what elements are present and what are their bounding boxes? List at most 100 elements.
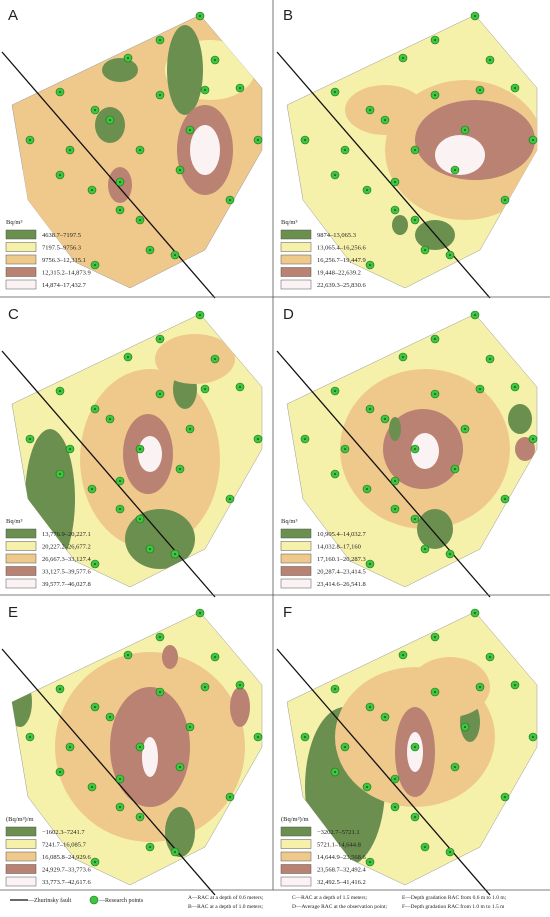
legend-label: 13,065.4–16,256.6 [317,245,367,252]
research-point-center [199,15,201,17]
research-point-center [489,656,491,658]
fault-label: —Zhurinsky fault [27,897,71,904]
panel-letter: A [8,7,18,24]
research-point-center [334,688,336,690]
research-point-center [257,438,259,440]
zone [345,85,425,135]
research-point-center [109,418,111,420]
zone [417,509,453,549]
research-point-center [504,498,506,500]
research-point-center [149,249,151,251]
note: B—RAC at a depth of 1.0 meters; [188,903,263,910]
research-point-center [514,386,516,388]
legend-swatch [280,229,312,240]
research-point-center [91,189,93,191]
research-point-center [394,181,396,183]
research-point-center [394,806,396,808]
zone [12,677,32,727]
legend-swatch [280,566,312,576]
zones [12,25,255,250]
legend-swatch [5,279,37,290]
footer-legend: —Zhurinsky fault —Research points A—RAC at… [10,894,507,910]
zone [411,433,439,469]
zone [142,737,158,777]
research-point-center [532,139,534,141]
research-point-center [424,846,426,848]
research-point-center [29,438,31,440]
note: E—Depth gradation RAC from 0.6 m to 1.0 … [402,894,507,901]
research-point-center [384,119,386,121]
research-point-center [532,736,534,738]
legend-swatch [280,826,312,837]
zone [389,417,401,441]
legend-swatch [280,876,312,887]
legend-label: −3202.7–5721.1 [317,829,360,836]
legend-label: 14,644.9–23,568.6 [317,854,367,861]
fault-line [1,51,216,299]
research-point-center [434,691,436,693]
zones [25,334,235,569]
legend-label: 33,773.7–42,617.6 [42,879,92,886]
research-point-center [204,89,206,91]
research-point-center [159,691,161,693]
zone [515,437,535,461]
research-point-center [69,448,71,450]
research-point-center [489,358,491,360]
research-point-center [119,181,121,183]
zone [102,58,138,82]
research-point-center [127,57,129,59]
research-point-center [174,851,176,853]
zones [345,80,537,250]
legend-label: 16,085.8–24,929.6 [42,854,92,861]
research-point-center [229,796,231,798]
zones [340,369,535,549]
research-point-center [334,390,336,392]
research-point-center [474,15,476,17]
legend-swatch [5,229,37,240]
research-point-center [127,356,129,358]
legend-unit: Bq/m³ [6,518,22,525]
research-point-center [394,778,396,780]
research-point-center [139,816,141,818]
note: C—RAC at a depth of 1.5 meters; [292,894,367,901]
legend-label: 20,287.4–23,414.5 [317,569,366,576]
legend-label: 9756.3–12,315.1 [42,257,86,264]
research-point-center [449,851,451,853]
zone [190,125,220,175]
research-point-center [394,480,396,482]
map-panel: F (Bq/m³)/m −3202.7–5721.1 5721.1–14,644.8 1… [276,604,538,896]
legend-swatch [5,254,37,265]
research-point-center [229,199,231,201]
research-point-center [434,94,436,96]
research-point-center [59,688,61,690]
research-point-center [402,356,404,358]
legend-label: 23,568.7–32,492.4 [317,867,367,874]
research-point-center [29,139,31,141]
research-point-center [304,139,306,141]
legend-swatch [5,242,37,252]
research-point-center [204,388,206,390]
research-point-center [369,408,371,410]
panel-letter: B [283,7,293,24]
zone [410,657,490,717]
research-point-center [159,636,161,638]
research-point-center [366,189,368,191]
research-point-center [127,654,129,656]
legend-swatch [5,566,37,576]
research-point-center [109,119,111,121]
research-point-center [424,548,426,550]
legend-swatch [5,826,37,837]
research-point-center [159,39,161,41]
research-point-center [532,438,534,440]
research-point-center [489,59,491,61]
research-point-center [159,338,161,340]
research-point-center [29,736,31,738]
research-point-center [504,199,506,201]
note: F—Depth gradation RAC from 1.0 m to 1.5 … [402,903,505,910]
research-point-center [257,736,259,738]
research-point-center [479,686,481,688]
legend-unit: Bq/m³ [281,518,297,525]
research-point-center [94,408,96,410]
research-point-center [139,518,141,520]
research-point-center [174,254,176,256]
